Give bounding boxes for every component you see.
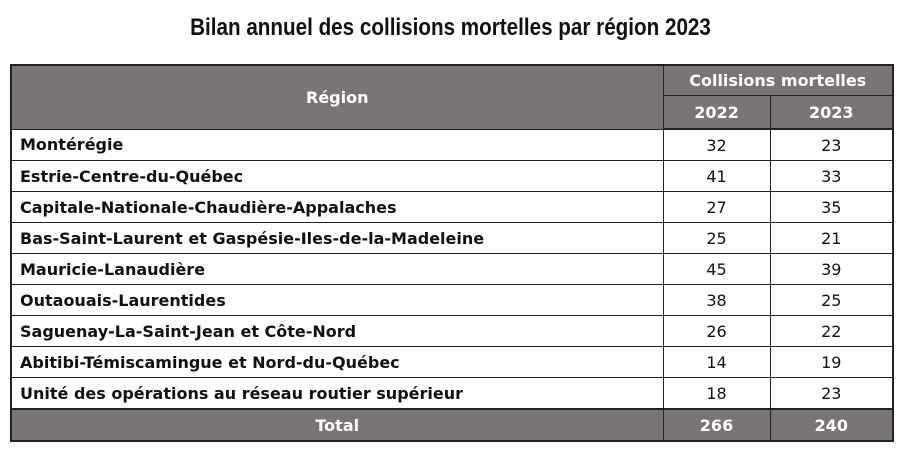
region-cell: Estrie-Centre-du-Québec [10,160,664,192]
table-header: Région Collisions mortelles 2022 2023 [10,64,894,130]
column-header-year-2022: 2022 [662,95,771,130]
table-row: Outaouais-Laurentides 38 25 [10,284,894,316]
region-cell: Abitibi-Témiscamingue et Nord-du-Québec [10,346,664,378]
table-row: Saguenay-La-Saint-Jean et Côte-Nord 26 22 [10,315,894,347]
value-2023-cell: 23 [769,128,894,161]
value-2023-cell: 39 [769,253,894,285]
column-header-year-2023: 2023 [769,95,894,130]
total-2023: 240 [769,408,894,442]
region-cell: Montérégie [10,128,664,161]
value-2023-cell: 35 [769,191,894,223]
collisions-table: Région Collisions mortelles 2022 2023 Mo… [10,64,895,442]
table-row: Estrie-Centre-du-Québec 41 33 [10,160,894,192]
table-row: Abitibi-Témiscamingue et Nord-du-Québec 1… [10,346,894,378]
value-2022-cell: 32 [662,128,771,161]
total-2022: 266 [662,408,771,442]
value-2023-cell: 19 [769,346,894,378]
value-2023-cell: 33 [769,160,894,192]
value-2023-cell: 21 [769,222,894,254]
value-2022-cell: 14 [662,346,771,378]
value-2022-cell: 25 [662,222,771,254]
page-title: Bilan annuel des collisions mortelles pa… [190,14,711,41]
total-row: Total 266 240 [10,408,894,442]
table-row: Bas-Saint-Laurent et Gaspésie-Iles-de-la… [10,222,894,254]
table-row: Unité des opérations au réseau routier s… [10,377,894,410]
total-label: Total [10,408,664,442]
table-row: Capitale-Nationale-Chaudière-Appalaches 2… [10,191,894,223]
region-cell: Capitale-Nationale-Chaudière-Appalaches [10,191,664,223]
value-2022-cell: 38 [662,284,771,316]
value-2023-cell: 22 [769,315,894,347]
column-group-header: Collisions mortelles [662,64,894,96]
value-2022-cell: 45 [662,253,771,285]
value-2023-cell: 23 [769,377,894,410]
region-cell: Saguenay-La-Saint-Jean et Côte-Nord [10,315,664,347]
region-cell: Bas-Saint-Laurent et Gaspésie-Iles-de-la… [10,222,664,254]
value-2023-cell: 25 [769,284,894,316]
table-body: Montérégie 32 23 Estrie-Centre-du-Québec 41 3… [10,128,894,410]
region-cell: Unité des opérations au réseau routier s… [10,377,664,410]
table-row: Mauricie-Lanaudière 45 39 [10,253,894,285]
value-2022-cell: 41 [662,160,771,192]
region-cell: Outaouais-Laurentides [10,284,664,316]
value-2022-cell: 27 [662,191,771,223]
value-2022-cell: 18 [662,377,771,410]
value-2022-cell: 26 [662,315,771,347]
table-row: Montérégie 32 23 [10,128,894,161]
region-cell: Mauricie-Lanaudière [10,253,664,285]
column-header-region: Région [10,64,664,130]
